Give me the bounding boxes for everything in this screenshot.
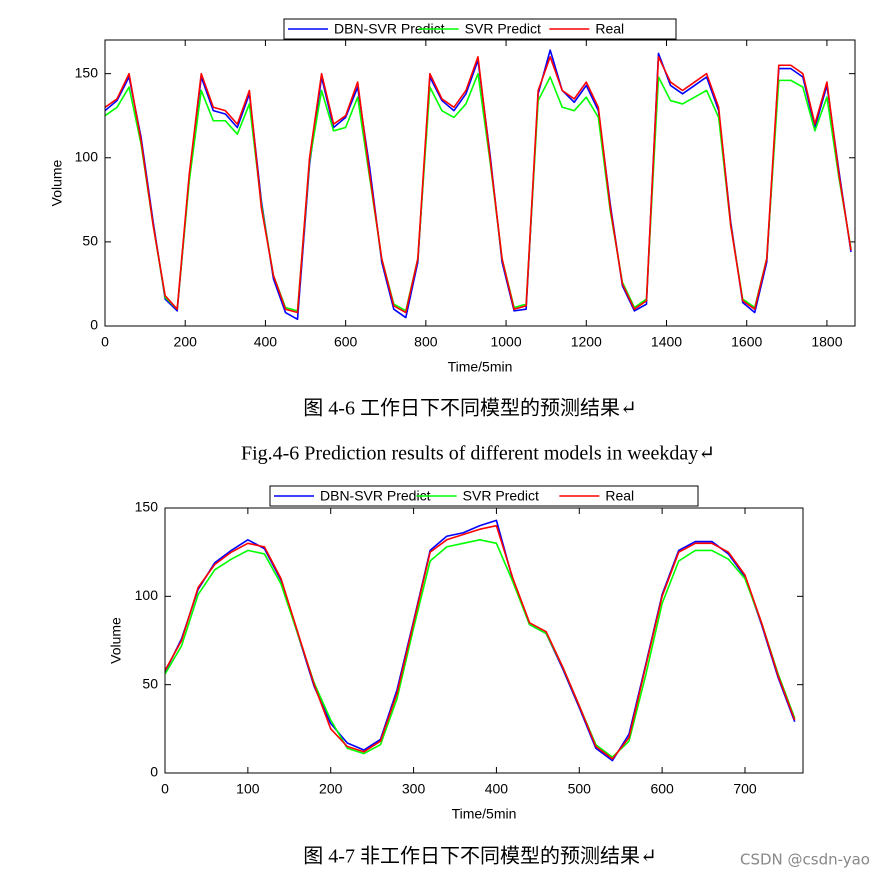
series-group [165, 519, 796, 762]
legend: DBN-SVR Predict SVR Predict Real [283, 18, 677, 40]
x-tick-label: 1800 [811, 334, 842, 350]
y-tick-label: 0 [90, 317, 98, 333]
series-group [105, 49, 852, 321]
x-tick-label: 400 [254, 334, 278, 350]
legend-label: SVR Predict [463, 488, 539, 504]
x-tick-label: 200 [319, 781, 343, 797]
y-tick-label: 150 [135, 499, 159, 515]
x-tick-label: 100 [236, 781, 260, 797]
x-tick-label: 1200 [571, 334, 602, 350]
x-tick-label: 600 [334, 334, 358, 350]
caption: 图 4-7 非工作日下不同模型的预测结果↵ [303, 845, 656, 868]
axes-frame [104, 39, 856, 327]
y-tick-label: 150 [75, 64, 99, 80]
x-tick-label: 700 [733, 781, 757, 797]
x-tick-label: 500 [568, 781, 592, 797]
x-tick-label: 0 [161, 781, 169, 797]
legend-box [283, 18, 677, 40]
series-line [165, 539, 796, 758]
series-line [105, 56, 852, 314]
x-tick-label: 1000 [490, 334, 521, 350]
axes-frame [164, 507, 804, 774]
legend-label: SVR Predict [465, 21, 541, 37]
caption: 图 4-6 工作日下不同模型的预测结果↵ [303, 397, 636, 420]
series-line [165, 524, 796, 760]
y-axis-label: Volume [108, 617, 124, 664]
legend-label: Real [605, 488, 634, 504]
legend-label: DBN-SVR Predict [334, 21, 445, 37]
y-tick-label: 50 [142, 675, 158, 691]
x-tick-label: 400 [485, 781, 509, 797]
y-tick-label: 100 [75, 148, 99, 164]
x-tick-label: 300 [402, 781, 426, 797]
x-tick-label: 0 [101, 334, 109, 350]
watermark: CSDN @csdn-yao [740, 851, 870, 869]
legend-label: Real [595, 21, 624, 37]
y-tick-label: 50 [82, 233, 98, 249]
y-tick-label: 100 [135, 587, 159, 603]
x-tick-label: 800 [414, 334, 438, 350]
caption: Fig.4-6 Prediction results of different … [241, 443, 715, 465]
legend: DBN-SVR Predict SVR Predict Real [269, 485, 699, 507]
x-axis-label: Time/5min [448, 359, 513, 375]
legend-box [269, 485, 699, 507]
x-tick-label: 1600 [731, 334, 762, 350]
y-tick-label: 0 [150, 764, 158, 780]
x-tick-label: 1400 [651, 334, 682, 350]
y-axis-label: Volume [49, 159, 65, 206]
plot-area [165, 508, 803, 773]
series-line [165, 519, 796, 762]
x-tick-label: 600 [650, 781, 674, 797]
x-tick-label: 200 [174, 334, 198, 350]
legend-label: DBN-SVR Predict [320, 488, 431, 504]
x-axis-label: Time/5min [452, 806, 517, 822]
